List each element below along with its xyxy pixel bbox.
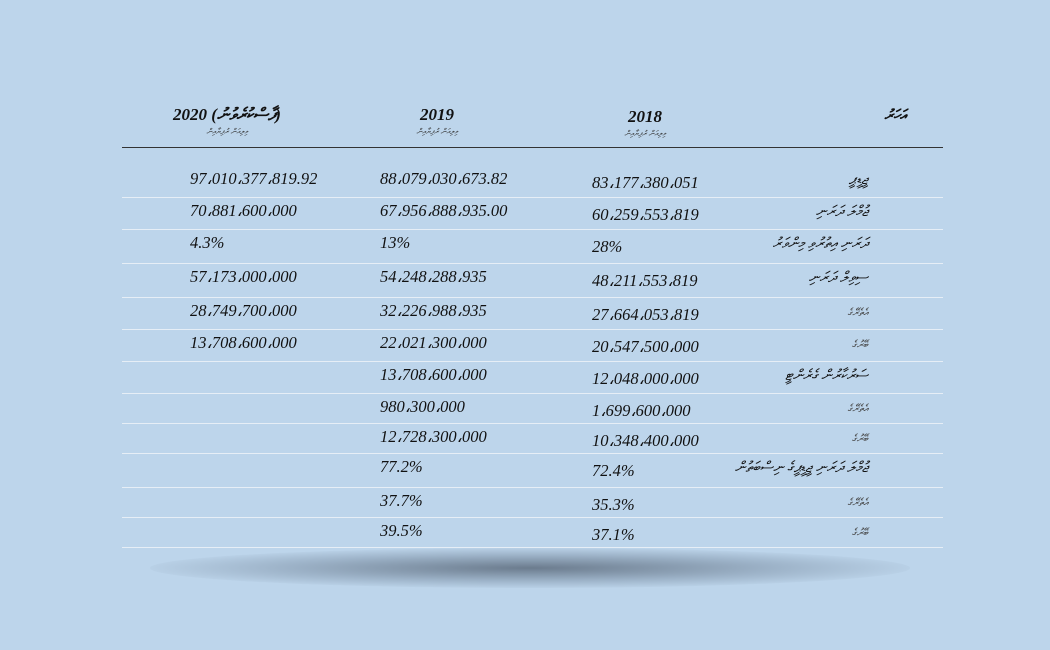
cell-2018: 48،211،553،819 bbox=[592, 271, 698, 290]
row-label: ދަރަނި އިތުރުވި މިންވަރު bbox=[772, 236, 868, 252]
table-row: 12،728،300،000 10،348،400،000 ބޭރުގެ bbox=[122, 423, 943, 454]
row-label: ބޭރުގެ bbox=[851, 433, 868, 445]
row-label: ސަރުކާރުން ގެރެންޓީ bbox=[784, 368, 868, 384]
cell-2020: 97،010،377،819.92 bbox=[190, 169, 318, 188]
row-label: ސިވިލް ދަރަނި bbox=[808, 270, 868, 286]
cell-2018: 10،348،400،000 bbox=[592, 431, 699, 450]
cell-2018: 1،699،600،000 bbox=[592, 401, 691, 420]
row-label: އެތެރޭގެ bbox=[847, 403, 868, 415]
cell-2019: 37.7% bbox=[380, 491, 423, 510]
header-2018-year: 2018 bbox=[628, 107, 662, 126]
header-2018: 2018 މިލިއަން ރުފިޔާއިން bbox=[580, 107, 710, 139]
panel-shadow bbox=[150, 548, 910, 588]
table-row: 13،708،600،000 12،048،000،000 ސަރުކާރުން ގ… bbox=[122, 361, 943, 394]
cell-2020: 13،708،600،000 bbox=[190, 333, 297, 352]
table-row: 97،010،377،819.92 88،079،030،673.82 83،177… bbox=[122, 165, 943, 198]
row-label: ޖީޑީޕީ bbox=[848, 172, 868, 188]
cell-2018: 72.4% bbox=[592, 461, 635, 480]
cell-2019: 12،728،300،000 bbox=[380, 427, 487, 446]
cell-2018: 60،259،553،819 bbox=[592, 205, 699, 224]
table-row: 39.5% 37.1% ބޭރުގެ bbox=[122, 517, 943, 548]
table-row: 13،708،600،000 22،021،300،000 20،547،500،0… bbox=[122, 329, 943, 362]
header-2019: 2019 މިލިއަން ރުފިޔާއިން bbox=[372, 105, 502, 137]
table-row: 28،749،700،000 32،226،988،935 27،664،053،8… bbox=[122, 297, 943, 330]
row-label: ޖުމްލަ ދަރަނި ޖީޑީޕީގެ ނިސްބަތުން bbox=[734, 460, 868, 476]
table-row: 77.2% 72.4% ޖުމްލަ ދަރަނި ޖީޑީޕީގެ ނިސްބަތ… bbox=[122, 453, 943, 488]
cell-2019: 980،300،000 bbox=[380, 397, 465, 416]
row-label: ޖުމްލަ ދަރަނި bbox=[815, 204, 868, 220]
cell-2019: 67،956،888،935.00 bbox=[380, 201, 508, 220]
cell-2018: 12،048،000،000 bbox=[592, 369, 699, 388]
row-label: ބޭރުގެ bbox=[851, 339, 868, 351]
table-row: 37.7% 35.3% އެތެރޭގެ bbox=[122, 487, 943, 518]
cell-2018: 28% bbox=[592, 237, 623, 256]
cell-2019: 88،079،030،673.82 bbox=[380, 169, 508, 188]
table-row: 4.3% 13% 28% ދަރަނި އިތުރުވި މިންވަރު bbox=[122, 229, 943, 264]
row-label: އެތެރޭގެ bbox=[847, 307, 868, 319]
cell-2020: 28،749،700،000 bbox=[190, 301, 297, 320]
cell-2018: 20،547،500،000 bbox=[592, 337, 699, 356]
header-2020-unit: މިލިއަން ރުފިޔާއިން bbox=[206, 127, 248, 136]
row-label: އެތެރޭގެ bbox=[847, 497, 868, 509]
cell-2019: 54،248،288،935 bbox=[380, 267, 487, 286]
cell-2018: 35.3% bbox=[592, 495, 635, 514]
cell-2020: 70،881،600،000 bbox=[190, 201, 297, 220]
table-header: 2020 (ފާސްކުރެވުނު) މިލިއަން ރުފިޔާއިން … bbox=[122, 85, 943, 148]
cell-2020: 4.3% bbox=[190, 233, 225, 252]
header-2020-year: 2020 (ފާސްކުރެވުނު) bbox=[173, 105, 281, 124]
debt-table: 2020 (ފާސްކުރެވުނު) މިލިއަން ރުފިޔާއިން … bbox=[122, 85, 943, 548]
header-label: އަހަރު bbox=[884, 108, 906, 124]
cell-2019: 32،226،988،935 bbox=[380, 301, 487, 320]
cell-2018: 83،177،380،051 bbox=[592, 173, 699, 192]
header-2019-unit: މިލިއަން ރުފިޔާއިން bbox=[416, 127, 458, 136]
row-label: ބޭރުގެ bbox=[851, 527, 868, 539]
cell-2019: 13،708،600،000 bbox=[380, 365, 487, 384]
cell-2020: 57،173،000،000 bbox=[190, 267, 297, 286]
cell-2018: 27،664،053،819 bbox=[592, 305, 699, 324]
cell-2018: 37.1% bbox=[592, 525, 635, 544]
header-2019-year: 2019 bbox=[420, 105, 454, 124]
header-2020: 2020 (ފާސްކުރެވުނު) މިލިއަން ރުފިޔާއިން bbox=[162, 105, 292, 137]
cell-2019: 39.5% bbox=[380, 521, 423, 540]
table-row: 980،300،000 1،699،600،000 އެތެރޭގެ bbox=[122, 393, 943, 424]
cell-2019: 22،021،300،000 bbox=[380, 333, 487, 352]
header-2018-unit: މިލިއަން ރުފިޔާއިން bbox=[624, 129, 666, 138]
cell-2019: 77.2% bbox=[380, 457, 423, 476]
table-row: 57،173،000،000 54،248،288،935 48،211،553،8… bbox=[122, 263, 943, 298]
cell-2019: 13% bbox=[380, 233, 411, 252]
table-row: 70،881،600،000 67،956،888،935.00 60،259،55… bbox=[122, 197, 943, 230]
